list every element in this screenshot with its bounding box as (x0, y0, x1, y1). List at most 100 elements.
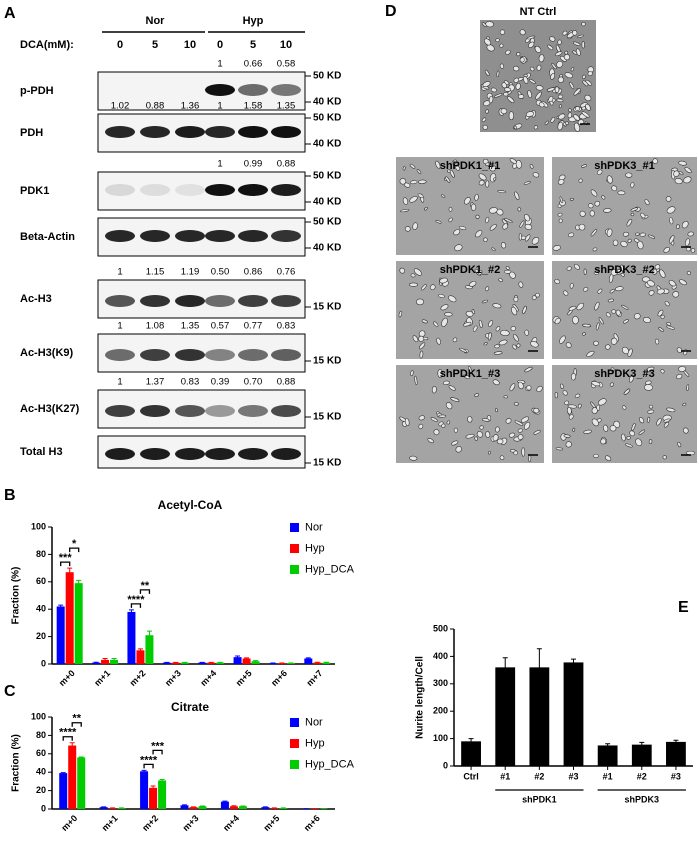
cell (495, 408, 498, 413)
error-bar (235, 655, 241, 659)
cell (412, 335, 419, 343)
bar (77, 757, 86, 809)
cell (664, 301, 670, 307)
cell (552, 245, 561, 251)
cell (524, 366, 533, 373)
bar (110, 659, 119, 664)
cell (657, 309, 664, 317)
quantification: 1.19 (181, 267, 200, 278)
cell (470, 203, 477, 211)
cell (583, 429, 592, 434)
y-tick-label: 500 (433, 623, 448, 633)
error-bar (571, 658, 576, 666)
cell (458, 225, 467, 231)
x-tick-label: m+3 (163, 668, 183, 688)
cell (497, 190, 507, 194)
blot-band (238, 126, 268, 138)
cell (494, 344, 500, 349)
blot-band (271, 126, 301, 138)
blot-band (238, 448, 268, 460)
quantification: 0.77 (244, 321, 263, 332)
quantification: 0.83 (181, 377, 200, 388)
cell (513, 333, 519, 342)
y-axis-label: Fraction (%) (11, 734, 22, 792)
error-bar (78, 756, 84, 758)
cell (526, 35, 536, 40)
cell (678, 171, 684, 176)
cell (430, 417, 438, 422)
cell (604, 455, 612, 462)
x-tick-label: m+3 (181, 813, 201, 833)
cell (538, 102, 545, 108)
y-axis-label: Nurite length/Cell (415, 656, 426, 739)
error-bar (314, 661, 320, 664)
cell (418, 415, 425, 421)
bar (563, 662, 584, 766)
cell (530, 66, 535, 72)
cell (489, 224, 497, 231)
cell (638, 429, 646, 435)
cell (526, 385, 532, 391)
cell (554, 279, 560, 284)
x-tick-label: #3 (568, 771, 578, 781)
cell (558, 113, 566, 120)
cell (399, 178, 407, 185)
cell (565, 441, 572, 448)
cell (607, 298, 614, 303)
cell (611, 185, 618, 192)
cell (621, 433, 626, 442)
cell (417, 193, 424, 198)
cell (620, 240, 628, 248)
cell (648, 404, 654, 409)
cell (523, 214, 530, 222)
cell (573, 263, 580, 270)
size-marker: 40 KD (313, 243, 341, 254)
cell (441, 317, 448, 327)
panel-letter: C (4, 683, 16, 700)
bar (68, 745, 77, 809)
quantification: 0.57 (211, 321, 230, 332)
bar (322, 662, 331, 664)
cell (510, 326, 516, 332)
cell (419, 350, 424, 359)
x-tick-label: m+6 (269, 668, 289, 688)
cell (610, 269, 618, 276)
size-marker: 15 KD (313, 302, 341, 313)
cell (597, 169, 603, 175)
cell (429, 284, 436, 291)
cell (562, 30, 568, 36)
cell (518, 281, 524, 288)
cell (517, 207, 522, 212)
cell (660, 369, 665, 374)
blot-band (175, 448, 205, 460)
cell (589, 210, 595, 217)
cell (445, 402, 453, 410)
cell (610, 337, 618, 345)
x-tick-label: m+7 (304, 668, 324, 688)
x-tick-label: m+5 (234, 668, 254, 688)
cell (529, 79, 536, 84)
cell (485, 180, 490, 188)
cell (476, 430, 483, 438)
cell (479, 425, 484, 430)
dose: 5 (250, 39, 256, 51)
quantification: 1.08 (146, 321, 165, 332)
cell (568, 108, 572, 113)
cell (418, 423, 424, 430)
x-tick-label: m+0 (57, 668, 77, 688)
cell (489, 207, 498, 214)
cell (471, 308, 475, 315)
cell (666, 322, 672, 326)
cell (485, 216, 490, 224)
cell (438, 294, 445, 299)
bar (286, 663, 295, 664)
cell (577, 34, 584, 38)
size-marker: 50 KD (313, 217, 341, 228)
cell (678, 160, 687, 166)
cell (514, 420, 524, 426)
bar (229, 806, 238, 809)
cell (578, 178, 583, 183)
cell (587, 71, 593, 76)
quantification: 0.88 (277, 377, 296, 388)
cell (581, 22, 586, 27)
